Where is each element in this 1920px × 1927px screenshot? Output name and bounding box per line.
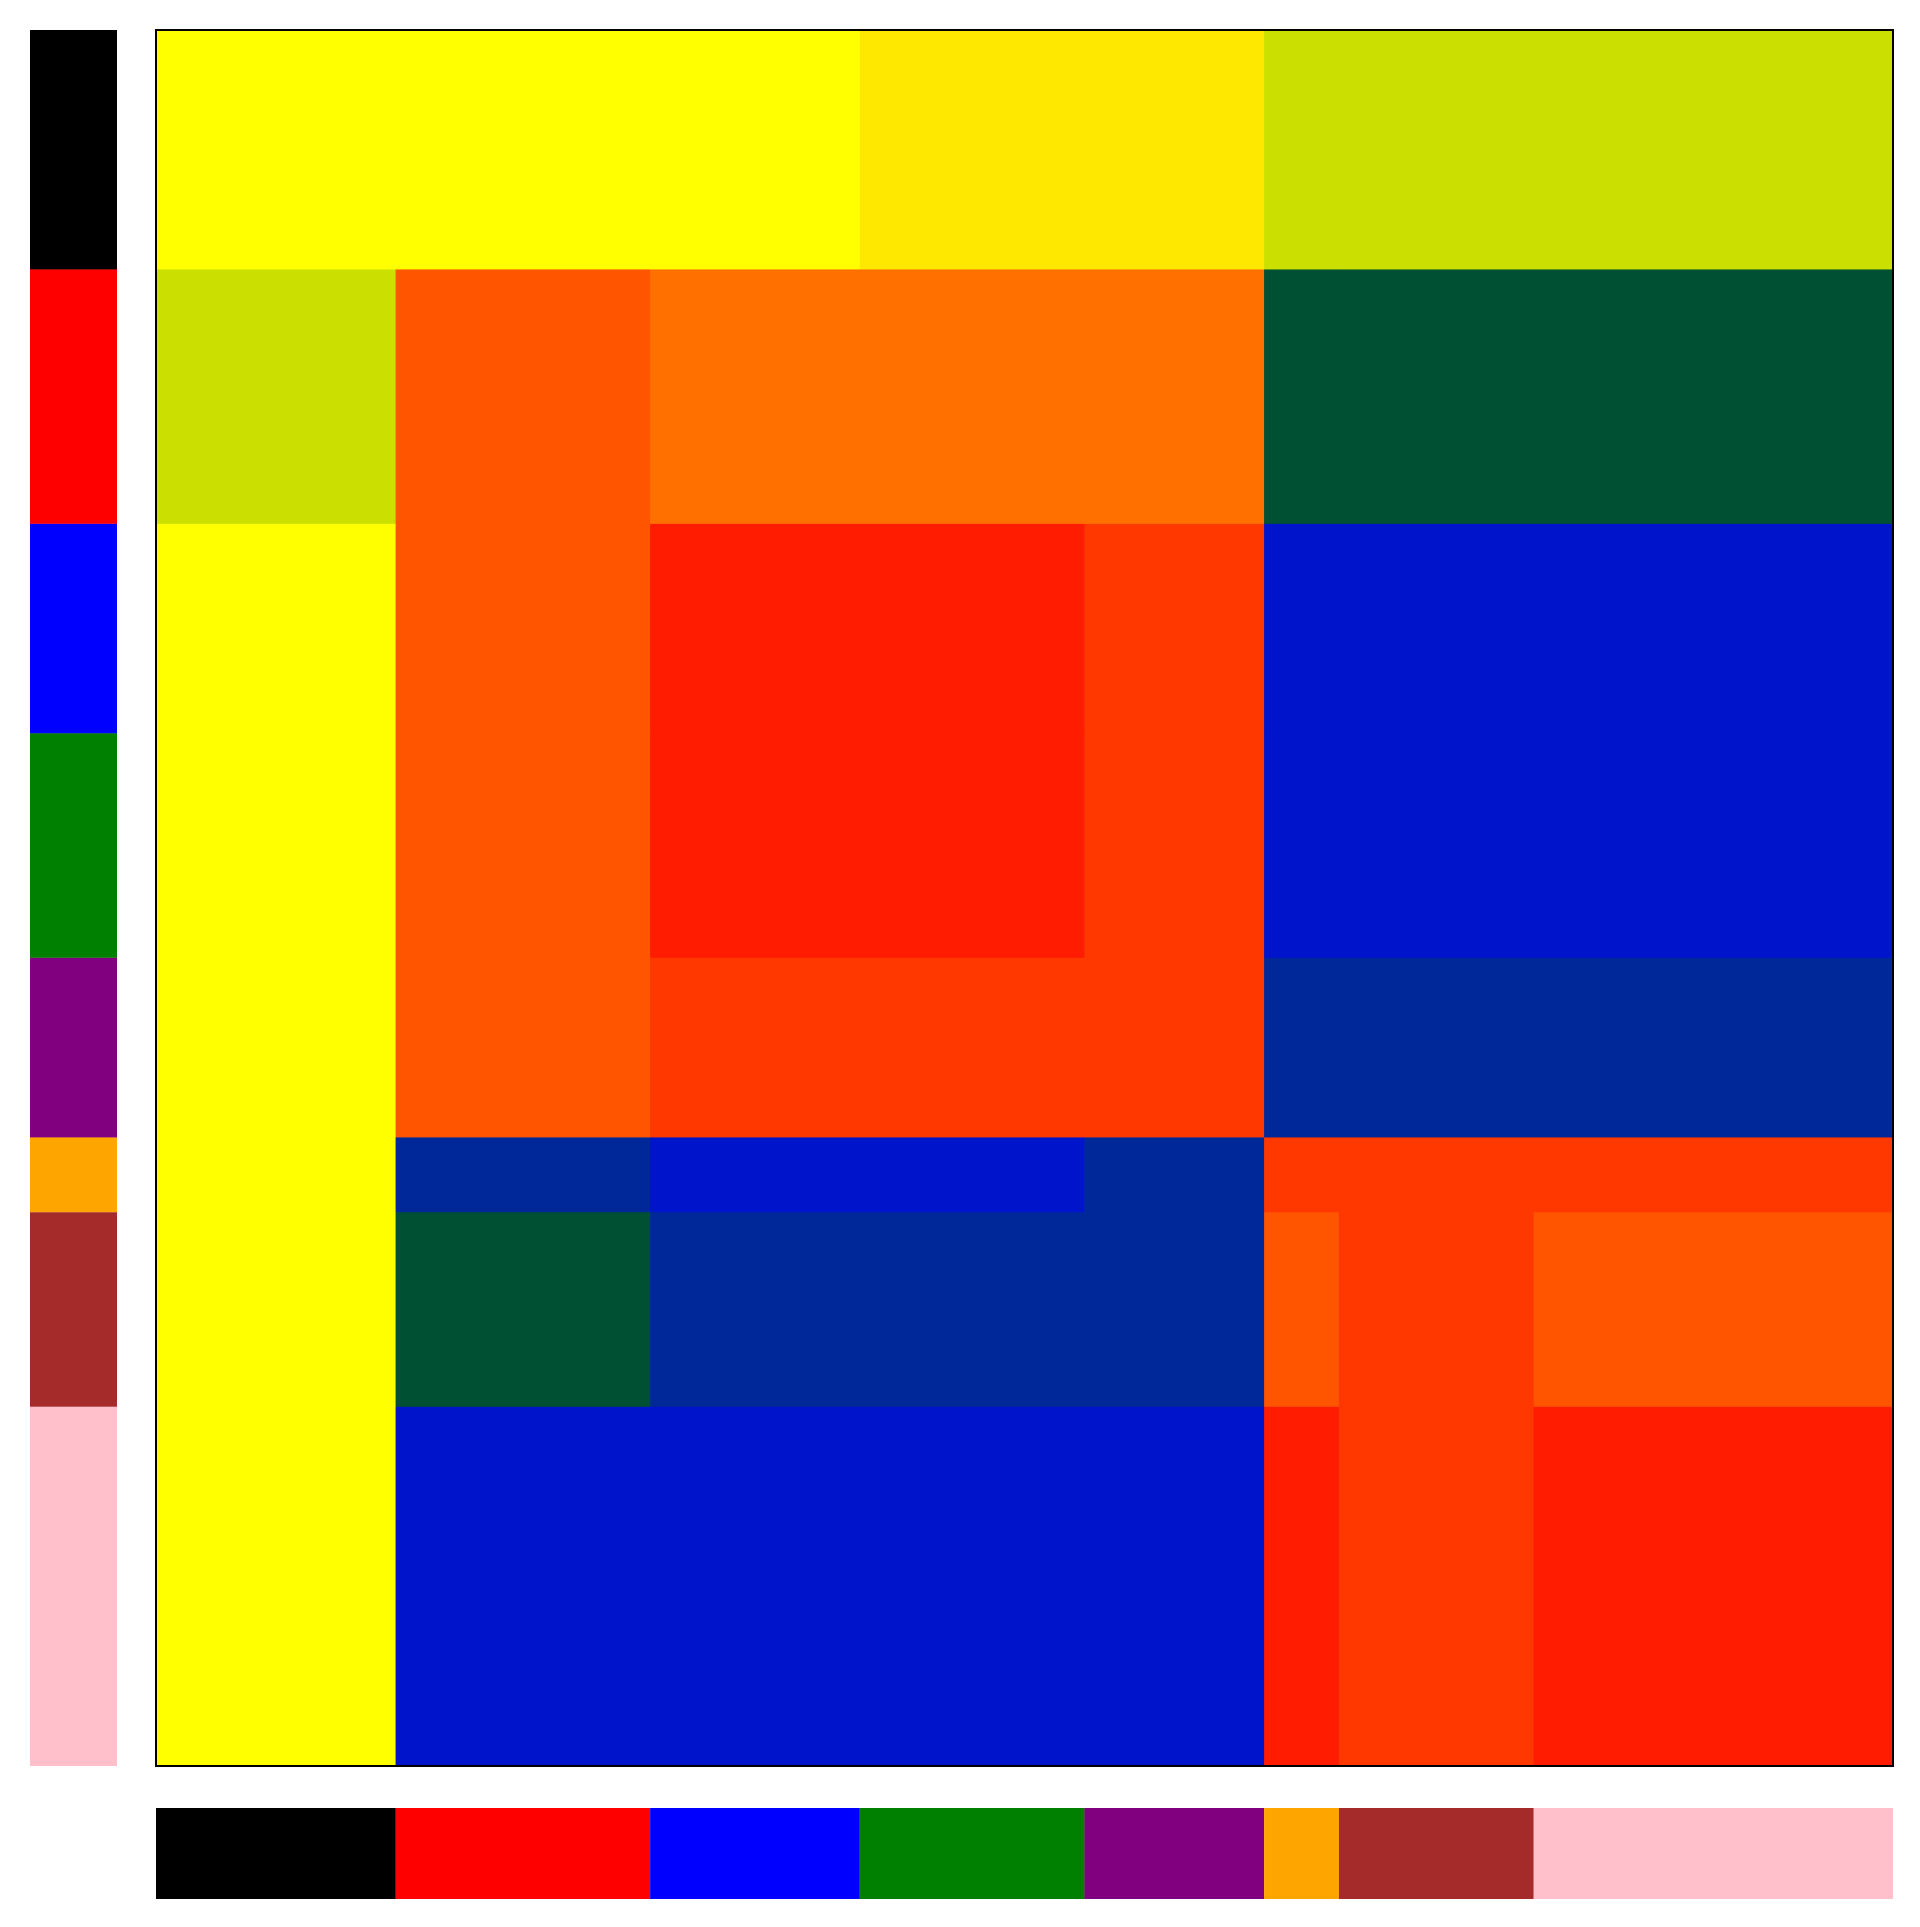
heatmap-block (395, 30, 651, 270)
column-group-bar (156, 1808, 396, 1899)
heatmap-block (1338, 1137, 1535, 1213)
row-group-bar (30, 957, 117, 1138)
heatmap-block (1338, 733, 1535, 959)
heatmap-block (1264, 30, 1340, 270)
column-group-bar (859, 1808, 1085, 1899)
heatmap-block (1084, 1212, 1265, 1408)
heatmap-block (1264, 523, 1340, 734)
heatmap-block (1264, 957, 1340, 1138)
heatmap-block (1533, 523, 1894, 734)
heatmap-block (650, 269, 861, 525)
heatmap-block (1084, 1406, 1265, 1767)
heatmap-block (156, 30, 397, 270)
column-group-bar (1264, 1808, 1339, 1899)
heatmap-block (1084, 957, 1265, 1138)
heatmap-block (859, 269, 1085, 525)
heatmap-block (650, 1406, 861, 1767)
heatmap-block (395, 1212, 651, 1408)
row-group-bar (30, 1212, 117, 1407)
heatmap-block (395, 733, 651, 959)
heatmap-block (1338, 957, 1535, 1138)
heatmap-block (1533, 1212, 1894, 1408)
heatmap-block (859, 957, 1085, 1138)
heatmap-block (650, 1137, 861, 1213)
heatmap-block (156, 523, 397, 734)
row-group-bar (30, 1406, 117, 1766)
heatmap-block (1264, 733, 1340, 959)
row-group-bar (30, 1137, 117, 1213)
heatmap-block (650, 1212, 861, 1408)
heatmap-block (156, 1406, 397, 1767)
heatmap-block (1338, 269, 1535, 525)
heatmap-block (1533, 269, 1894, 525)
heatmap-block (1264, 269, 1340, 525)
column-group-bar (1084, 1808, 1265, 1899)
heatmap-block (1533, 733, 1894, 959)
heatmap-block (395, 957, 651, 1138)
heatmap-block (1084, 523, 1265, 734)
heatmap-block (859, 1137, 1085, 1213)
heatmap-block (859, 30, 1085, 270)
heatmap-block (1264, 1406, 1340, 1767)
column-group-bar (1533, 1808, 1893, 1899)
heatmap-block (650, 30, 861, 270)
heatmap-block (1338, 1212, 1535, 1408)
column-group-bar (1338, 1808, 1534, 1899)
row-group-bar (30, 733, 117, 958)
heatmap-block (1533, 30, 1894, 270)
heatmap-block (1338, 1406, 1535, 1767)
heatmap-block (156, 1212, 397, 1408)
heatmap-block (1338, 30, 1535, 270)
heatmap-block (1338, 523, 1535, 734)
row-group-bar (30, 269, 117, 524)
row-group-bar (30, 523, 117, 734)
heatmap-block (859, 1212, 1085, 1408)
heatmap-block (1533, 1406, 1894, 1767)
heatmap-block (395, 1406, 651, 1767)
heatmap-block (1084, 733, 1265, 959)
heatmap-block (1084, 30, 1265, 270)
heatmap-block (1533, 957, 1894, 1138)
heatmap-block (1264, 1212, 1340, 1408)
heatmap-block (1533, 1137, 1894, 1213)
heatmap-block (859, 1406, 1085, 1767)
heatmap-block (156, 733, 397, 959)
heatmap-block (156, 269, 397, 525)
heatmap-block (395, 523, 651, 734)
column-group-bar (395, 1808, 651, 1899)
heatmap-block (1084, 269, 1265, 525)
heatmap-block (1084, 1137, 1265, 1213)
heatmap-border (155, 29, 1894, 1767)
heatmap-block (395, 269, 651, 525)
heatmap-block (156, 957, 397, 1138)
column-group-bar (650, 1808, 860, 1899)
row-group-bar (30, 30, 117, 270)
heatmap-block (650, 733, 861, 959)
heatmap-block (650, 523, 861, 734)
heatmap-block (1264, 1137, 1340, 1213)
heatmap-block (650, 957, 861, 1138)
heatmap-block (859, 523, 1085, 734)
heatmap-block (156, 1137, 397, 1213)
heatmap-block (859, 733, 1085, 959)
heatmap-block (395, 1137, 651, 1213)
